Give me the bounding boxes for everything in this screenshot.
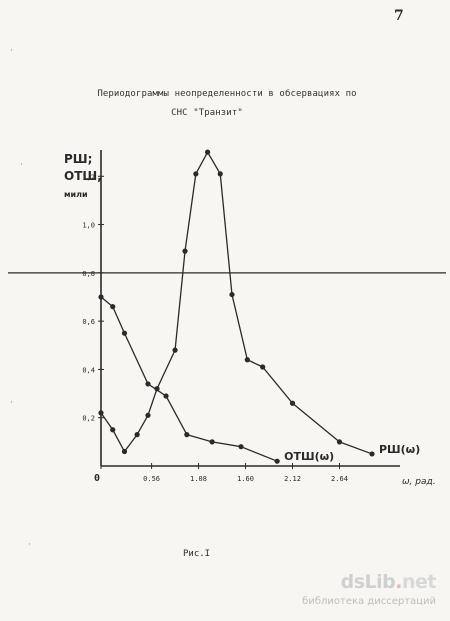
scan-mark: · bbox=[10, 46, 13, 56]
series-line-2 bbox=[100, 151, 373, 455]
y-tick-label: 1,0 bbox=[82, 222, 95, 230]
x-tick-label: 2.64 bbox=[331, 475, 348, 483]
data-point bbox=[204, 149, 211, 155]
y-tick-label: 0,6 bbox=[82, 318, 95, 326]
data-point bbox=[110, 304, 116, 310]
watermark-logo-dot: . bbox=[395, 571, 402, 593]
scan-mark: · bbox=[20, 160, 23, 170]
data-point bbox=[145, 381, 151, 387]
y-tick-label: 0,4 bbox=[82, 366, 95, 374]
y-tick-label: 1,2 bbox=[82, 173, 95, 181]
x-axis-label: ω, рад. bbox=[402, 477, 436, 487]
series-label: РШ(ω) bbox=[379, 443, 420, 456]
data-point bbox=[244, 357, 250, 363]
data-point bbox=[110, 427, 116, 433]
data-point bbox=[289, 400, 296, 406]
y-tick-label: 0,2 bbox=[82, 415, 95, 423]
series-label: ОТШ(ω) bbox=[284, 450, 334, 463]
data-point bbox=[369, 451, 375, 457]
data-point bbox=[172, 347, 178, 353]
chart-tick-labels: 0,2 0,4 0,6 0,8 1,0 1,2 0 0.56 1.08 1.60 2.12 2.64 bbox=[82, 173, 348, 484]
page-title-line-2: СНС "Транзит" bbox=[171, 108, 243, 118]
data-point bbox=[193, 171, 199, 177]
x-tick-label: 1.60 bbox=[237, 475, 254, 483]
page-number: 7 bbox=[394, 8, 404, 24]
data-point bbox=[217, 171, 223, 177]
chart-axes bbox=[98, 150, 400, 469]
data-point bbox=[145, 412, 151, 418]
y-axis-label: ОТШ, bbox=[64, 169, 102, 183]
watermark-subtitle: библиотека диссертаций bbox=[302, 596, 436, 607]
x-tick-label: 0.56 bbox=[143, 475, 160, 483]
y-axis-label: РШ; bbox=[64, 152, 92, 166]
data-point bbox=[121, 448, 128, 455]
watermark: dsLib.net библиотека диссертаций bbox=[298, 571, 448, 616]
watermark-logo-part2: net bbox=[402, 571, 437, 593]
data-point bbox=[163, 393, 169, 399]
data-point bbox=[238, 444, 244, 450]
data-point bbox=[260, 364, 266, 370]
watermark-logo: dsLib.net bbox=[340, 571, 437, 593]
data-point bbox=[98, 410, 104, 416]
data-point bbox=[134, 432, 140, 438]
scan-mark: · bbox=[28, 540, 31, 550]
y-tick-label: 0,8 bbox=[82, 270, 95, 278]
y-axis-label: мили bbox=[64, 190, 88, 199]
chart-series bbox=[98, 149, 375, 464]
data-point bbox=[274, 458, 280, 464]
page-title-line-1: Периодограммы неопределенности в обсерва… bbox=[97, 89, 357, 99]
figure-caption: Рис.I bbox=[183, 549, 211, 559]
data-point bbox=[336, 439, 343, 445]
watermark-logo-part1: dsLib bbox=[340, 571, 396, 593]
data-point bbox=[209, 439, 215, 445]
data-point bbox=[121, 330, 128, 336]
data-point bbox=[229, 291, 235, 298]
data-point bbox=[184, 432, 190, 438]
data-point bbox=[154, 386, 160, 392]
chart-axis-labels: РШ; ОТШ, мили ω, рад. ОТШ(ω) РШ(ω) bbox=[64, 152, 436, 487]
scan-mark: · bbox=[10, 398, 13, 408]
data-point bbox=[98, 294, 104, 300]
series-line-1 bbox=[100, 296, 278, 462]
data-point bbox=[182, 248, 188, 254]
x-tick-label: 1.08 bbox=[190, 475, 207, 483]
x-tick-label: 2.12 bbox=[284, 475, 301, 483]
x-tick-label: 0 bbox=[94, 473, 100, 484]
